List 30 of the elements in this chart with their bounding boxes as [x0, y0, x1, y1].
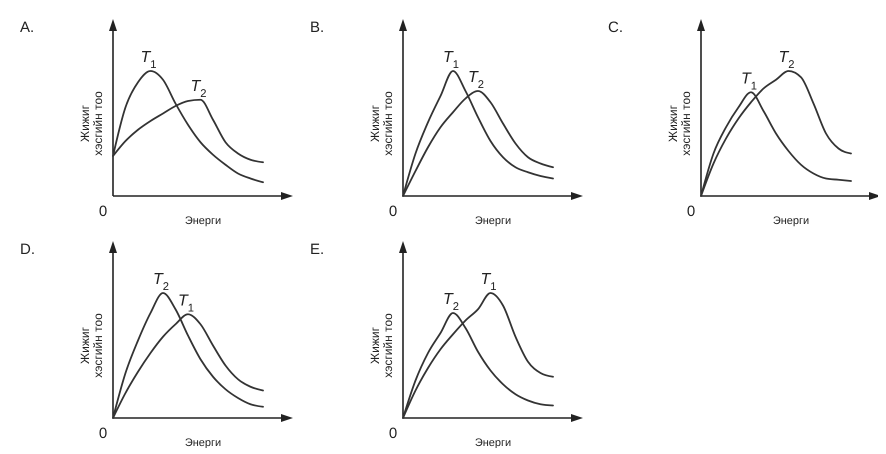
text: 0 [98, 203, 108, 220]
y-axis-title: Жижиг хэсгийн тоо [78, 312, 105, 378]
text: 0 [686, 203, 696, 220]
x-axis-title: Энерги [184, 215, 222, 227]
text: 0 [98, 425, 108, 442]
series-label: T$_{2}$ [442, 291, 460, 313]
series-label: T$_{2}$ [778, 49, 795, 71]
chart-title: C. [608, 19, 623, 36]
series-label: T$_{1}$ [740, 70, 758, 92]
chart-title: A. [20, 19, 34, 36]
x-axis-title: Энерги [184, 437, 222, 449]
series-label: T$_{2}$ [152, 271, 170, 293]
series-label: T$_{1}$ [442, 49, 460, 71]
y-axis-title: Жижиг хэсгийн тоо [368, 312, 395, 378]
series-label: T$_{1}$ [178, 292, 194, 314]
series-label: T$_{2}$ [190, 78, 207, 100]
y-axis-title: Жижиг хэсгийн тоо [368, 90, 395, 156]
chart-title: B. [310, 19, 324, 36]
chart-title: E. [310, 241, 324, 258]
y-axis-title: Жижиг хэсгийн тоо [78, 90, 105, 156]
text: 0 [388, 425, 398, 442]
x-axis-title: Энерги [772, 215, 810, 227]
series-label: T$_{1}$ [480, 271, 497, 293]
series-label: T$_{2}$ [468, 69, 484, 91]
text: 0 [388, 203, 398, 220]
series-label: T$_{1}$ [140, 49, 157, 71]
y-axis-title: Жижиг хэсгийн тоо [666, 90, 693, 156]
x-axis-title: Энерги [474, 215, 512, 227]
x-axis-title: Энерги [474, 437, 512, 449]
chart-title: D. [20, 241, 35, 258]
